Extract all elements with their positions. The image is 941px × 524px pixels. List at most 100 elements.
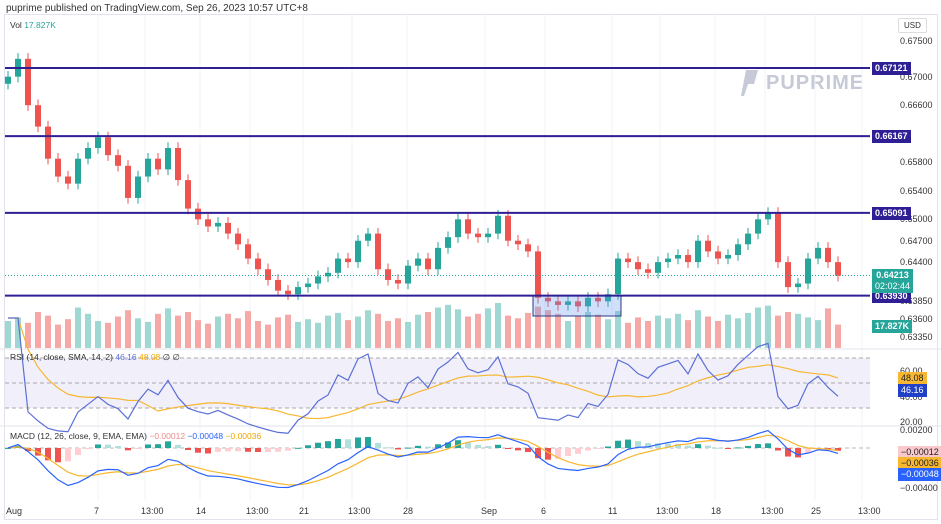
candle [695, 240, 701, 263]
macd-histogram-bar [135, 448, 141, 449]
candle [725, 254, 731, 259]
rsi-sma-line [8, 317, 839, 420]
macd-histogram-bar [195, 448, 201, 453]
macd-histogram-bar [45, 448, 51, 461]
volume-bar [755, 307, 761, 348]
candle [565, 301, 571, 305]
volume-bar [95, 321, 101, 348]
candle [785, 262, 791, 288]
time-tick: 11 [608, 506, 618, 516]
candle [125, 165, 131, 198]
candle [145, 158, 151, 177]
macd-histogram-bar [75, 448, 81, 455]
macd-tick: −0.00400 [900, 483, 938, 493]
macd-histogram-bar [325, 441, 331, 448]
macd-histogram-bar [555, 448, 561, 459]
volume-bar [605, 319, 611, 348]
macd-histogram-bar [645, 443, 651, 448]
time-tick: 18 [711, 506, 722, 516]
candle [335, 258, 341, 273]
candle [195, 208, 201, 220]
chart-frame [4, 14, 938, 520]
volume-bar [395, 318, 401, 348]
rsi-legend: RSI (14, close, SMA, 14, 2) 46.16 48.08 … [10, 352, 180, 363]
volume-bar [145, 321, 151, 348]
volume-legend: Vol 17.827K [10, 20, 56, 30]
candle [525, 244, 531, 252]
candle [185, 180, 191, 209]
volume-bar [335, 312, 341, 348]
volume-bar [485, 308, 491, 348]
candle [555, 301, 561, 305]
volume-bar [535, 306, 541, 348]
candle [55, 158, 61, 177]
macd-histogram-bar [595, 448, 601, 449]
volume-bar [805, 317, 811, 348]
bar-countdown: 02:02:44 [875, 281, 911, 291]
candle [795, 283, 801, 288]
macd-histogram-bar [385, 447, 391, 449]
time-tick: 13:00 [761, 506, 784, 516]
candle [35, 105, 41, 127]
candle [205, 219, 211, 227]
macd-signal-line [7, 434, 839, 486]
candle [45, 126, 51, 159]
macd-histogram-bar [165, 441, 171, 448]
price-tick: 0.63350 [900, 332, 933, 343]
macd-hist-tag: −0.00012 [898, 446, 941, 459]
volume-bar [225, 313, 231, 348]
macd-histogram-bar [665, 443, 671, 448]
volume-bar [265, 324, 271, 348]
macd-histogram-bar [795, 448, 801, 458]
time-tick: 14 [196, 506, 207, 516]
candle [315, 276, 321, 284]
candle [415, 258, 421, 266]
macd-histogram-bar [785, 448, 791, 457]
macd-histogram-bar [565, 448, 571, 456]
volume-bar [665, 318, 671, 348]
macd-histogram-bar [315, 442, 321, 448]
time-tick: 21 [299, 506, 310, 516]
volume-bar [405, 321, 411, 348]
candle [685, 254, 691, 263]
macd-histogram-bar [605, 446, 611, 448]
time-tick: 13:00 [141, 506, 164, 516]
macd-signal-tag: −0.00036 [898, 457, 941, 470]
time-tick: 28 [403, 506, 414, 516]
candle [75, 158, 81, 184]
volume-bar [125, 310, 131, 348]
currency-button[interactable]: USD [898, 18, 927, 33]
macd-histogram-bar [265, 448, 271, 452]
macd-histogram-bar [745, 445, 751, 448]
candle [635, 262, 641, 270]
candle [135, 176, 141, 198]
macd-title: MACD (12, 26, close, 9, EMA, EMA) [10, 431, 147, 441]
volume-bar [435, 307, 441, 348]
candle [345, 258, 351, 263]
price-tick: 0.67500 [900, 36, 933, 46]
macd-histogram-bar [675, 443, 681, 448]
candle [465, 219, 471, 234]
candle [735, 244, 741, 255]
macd-histogram-bar [375, 442, 381, 448]
volume-bar [645, 321, 651, 348]
volume-bar [505, 315, 511, 348]
volume-bar [275, 317, 281, 348]
volume-bar [25, 322, 31, 348]
macd-histogram-bar [345, 439, 351, 448]
volume-bar [635, 317, 641, 348]
volume-bar [325, 315, 331, 348]
candle [215, 222, 221, 227]
candle [745, 233, 751, 245]
candle [765, 212, 771, 220]
volume-bar [355, 316, 361, 348]
volume-bar [575, 316, 581, 348]
macd-histogram-bar [775, 448, 781, 451]
level-price-tag: 0.65091 [872, 206, 911, 220]
candle [65, 176, 71, 184]
candle [775, 212, 781, 263]
macd-histogram-bar [475, 444, 481, 448]
volume-bar [205, 323, 211, 348]
volume-bar [285, 314, 291, 348]
